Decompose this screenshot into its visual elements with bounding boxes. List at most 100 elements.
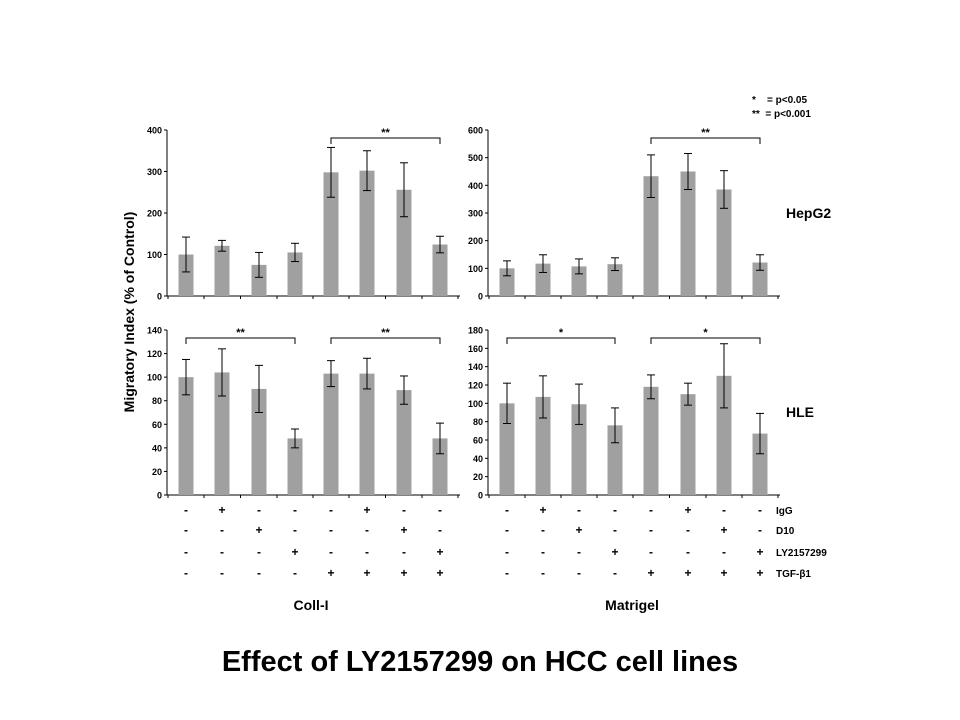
plus-sign: + bbox=[720, 566, 727, 580]
minus-sign: - bbox=[329, 523, 333, 537]
significance-bracket: * bbox=[650, 327, 761, 344]
y-tick-label: 140 bbox=[468, 362, 483, 372]
plus-sign: + bbox=[756, 545, 763, 559]
error-bar bbox=[436, 235, 444, 254]
minus-sign: - bbox=[505, 566, 509, 580]
significance-stars: ** bbox=[236, 327, 245, 339]
y-tick-label: 40 bbox=[473, 454, 483, 464]
error-bar bbox=[400, 162, 408, 218]
bar bbox=[432, 244, 448, 296]
minus-sign: - bbox=[184, 545, 188, 559]
y-tick-label: 180 bbox=[468, 326, 483, 336]
error-bar bbox=[218, 348, 226, 397]
treatment-row-tgf-1: - - - - + + + + - - - - + + + + TGF-β1 bbox=[184, 566, 811, 580]
minus-sign: - bbox=[722, 503, 726, 517]
treatment-row-ly2157299: - - - + - - - + - - - + - - - + LY2157299 bbox=[184, 545, 827, 559]
plus-sign: + bbox=[436, 545, 443, 559]
plus-sign: + bbox=[327, 566, 334, 580]
y-tick-label: 200 bbox=[468, 236, 483, 246]
minus-sign: - bbox=[649, 523, 653, 537]
row-label-hle: HLE bbox=[786, 404, 814, 420]
minus-sign: - bbox=[613, 503, 617, 517]
y-tick-label: 160 bbox=[468, 344, 483, 354]
error-bar bbox=[503, 382, 511, 424]
error-bar bbox=[684, 382, 692, 406]
treatment-row-d10: - - + - - - + - - - + - - - + - D10 bbox=[184, 523, 795, 537]
minus-sign: - bbox=[257, 503, 261, 517]
y-tick-label: 600 bbox=[468, 126, 483, 136]
error-bar bbox=[182, 236, 190, 273]
minus-sign: - bbox=[541, 545, 545, 559]
y-tick-label: 20 bbox=[152, 467, 162, 477]
minus-sign: - bbox=[293, 503, 297, 517]
minus-sign: - bbox=[293, 566, 297, 580]
bar bbox=[251, 388, 267, 495]
bar bbox=[287, 438, 303, 495]
bar bbox=[752, 433, 768, 495]
y-tick-label: 0 bbox=[478, 292, 483, 302]
error-bar bbox=[327, 146, 335, 198]
bar bbox=[214, 245, 230, 296]
y-tick-label: 100 bbox=[468, 264, 483, 274]
error-bar bbox=[503, 260, 511, 277]
error-bar bbox=[611, 407, 619, 444]
error-bar bbox=[684, 153, 692, 190]
minus-sign: - bbox=[613, 566, 617, 580]
minus-sign: - bbox=[184, 523, 188, 537]
minus-sign: - bbox=[402, 545, 406, 559]
plus-sign: + bbox=[400, 523, 407, 537]
bar bbox=[716, 375, 732, 495]
bar bbox=[535, 396, 551, 495]
minus-sign: - bbox=[329, 545, 333, 559]
minus-sign: - bbox=[505, 503, 509, 517]
minus-sign: - bbox=[220, 523, 224, 537]
panel-hle-matrigel: 0 20 40 60 80 100 120 140 160 180 * * bbox=[468, 326, 780, 501]
error-bar bbox=[756, 254, 764, 271]
y-tick-label: 500 bbox=[468, 153, 483, 163]
bar bbox=[323, 172, 339, 296]
minus-sign: - bbox=[402, 503, 406, 517]
plus-sign: + bbox=[611, 545, 618, 559]
significance-bracket: ** bbox=[185, 327, 296, 344]
minus-sign: - bbox=[438, 503, 442, 517]
significance-bracket: ** bbox=[330, 327, 441, 344]
treatment-label: LY2157299 bbox=[776, 548, 827, 559]
error-bar bbox=[720, 343, 728, 409]
error-bar bbox=[647, 154, 655, 199]
panel-hepg2-matrigel: 0 100 200 300 400 500 600 ** bbox=[468, 126, 780, 302]
y-tick-label: 20 bbox=[473, 472, 483, 482]
bar bbox=[178, 254, 194, 296]
minus-sign: - bbox=[722, 545, 726, 559]
error-bar bbox=[182, 358, 190, 396]
minus-sign: - bbox=[686, 545, 690, 559]
significance-stars: * bbox=[559, 327, 564, 339]
panel-hle-coll-i: 0 20 40 60 80 100 120 140 ** ** bbox=[147, 326, 460, 501]
minus-sign: - bbox=[220, 545, 224, 559]
plus-sign: + bbox=[647, 566, 654, 580]
bar bbox=[680, 394, 696, 495]
minus-sign: - bbox=[541, 566, 545, 580]
error-bar bbox=[720, 170, 728, 209]
significance-bracket: ** bbox=[330, 127, 441, 144]
bar bbox=[287, 252, 303, 296]
y-tick-label: 0 bbox=[157, 292, 162, 302]
bar bbox=[535, 263, 551, 296]
minus-sign: - bbox=[758, 503, 762, 517]
minus-sign: - bbox=[758, 523, 762, 537]
bar bbox=[680, 171, 696, 296]
bar bbox=[432, 438, 448, 495]
error-bar bbox=[291, 428, 299, 449]
minus-sign: - bbox=[329, 503, 333, 517]
bar bbox=[571, 404, 587, 495]
bar bbox=[499, 403, 515, 495]
significance-legend-line-1: * = p<0.05 bbox=[752, 95, 807, 106]
column-label-matrigel: Matrigel bbox=[605, 597, 659, 613]
bar bbox=[359, 373, 375, 495]
minus-sign: - bbox=[365, 523, 369, 537]
bar bbox=[607, 264, 623, 296]
bar bbox=[396, 390, 412, 495]
minus-sign: - bbox=[505, 545, 509, 559]
plus-sign: + bbox=[575, 523, 582, 537]
